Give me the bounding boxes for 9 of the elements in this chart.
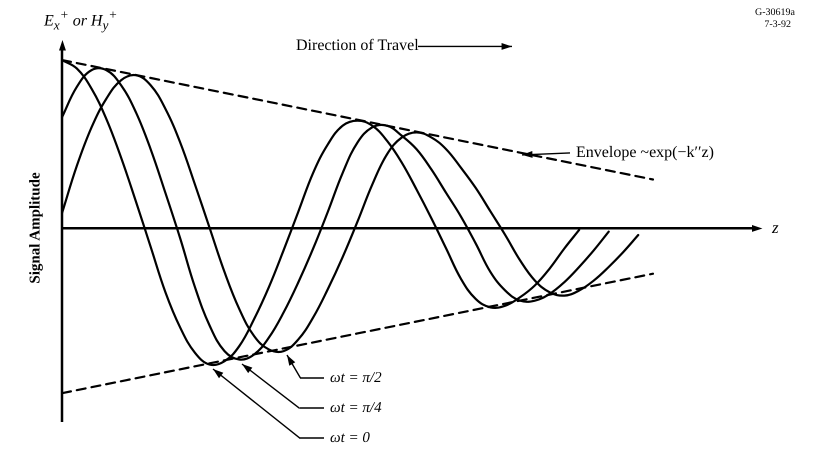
text: Direction of Travel <box>296 37 419 54</box>
legend-label: ωt = π/2 <box>330 370 382 386</box>
legend-label: ωt = π/4 <box>330 400 382 416</box>
text: z <box>772 218 779 237</box>
y-axis-title: Signal Amplitude <box>28 172 44 284</box>
annotation: Envelope ~exp(−k′′z) <box>576 144 714 161</box>
text: 7-3-92 <box>764 19 791 30</box>
legend-label: ωt = 0 <box>330 430 370 446</box>
text: G-30619a <box>755 7 795 18</box>
